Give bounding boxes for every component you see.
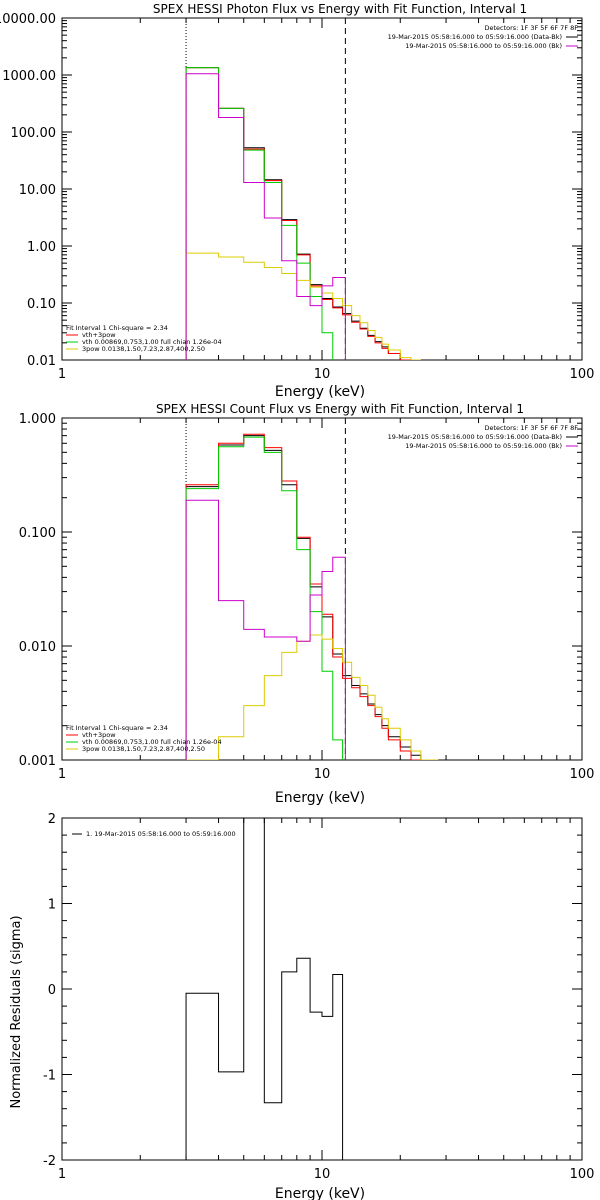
y-tick-label: 0.010 bbox=[19, 640, 56, 655]
series-group bbox=[185, 67, 421, 360]
legend-header: Detectors: 1F 3F 5F 6F 7F 8F bbox=[484, 424, 578, 432]
series-group bbox=[185, 433, 439, 760]
series-line bbox=[185, 67, 421, 360]
legend-header: Detectors: 1F 3F 5F 6F 7F 8F bbox=[484, 24, 578, 32]
series-line bbox=[185, 436, 344, 760]
legend-item: vth 0.00869,0.753,1.00 full chian 1.26e-… bbox=[82, 338, 222, 346]
legend-top: Detectors: 1F 3F 5F 6F 7F 8F19-Mar-2015 … bbox=[388, 24, 579, 50]
series-line bbox=[185, 67, 421, 360]
photon-flux-panel: SPEX HESSI Photon Flux vs Energy with Fi… bbox=[0, 2, 594, 400]
y-tick-label: 1000.00 bbox=[2, 69, 56, 84]
legend-item: 19-Mar-2015 05:58:16.000 to 05:59:16.000… bbox=[388, 433, 562, 441]
count-flux-title: SPEX HESSI Count Flux vs Energy with Fit… bbox=[156, 402, 524, 416]
y-tick-label: 10000.00 bbox=[0, 12, 56, 27]
legend-bottom: Fit Interval 1 Chi-square = 2.34vth+3pow… bbox=[66, 724, 222, 753]
y-tick-label: 10.00 bbox=[19, 183, 56, 198]
legend-item: 19-Mar-2015 05:58:16.000 to 05:59:16.000… bbox=[405, 442, 562, 450]
x-tick-label: 10 bbox=[314, 1167, 331, 1182]
legend-item: 19-Mar-2015 05:58:16.000 to 05:59:16.000… bbox=[388, 33, 562, 41]
legend-item: 3pow 0.0138,1.50,7.23,2.87,400,2.50 bbox=[82, 745, 205, 753]
x-tick-label: 100 bbox=[570, 767, 595, 782]
legend-item: 3pow 0.0138,1.50,7.23,2.87,400,2.50 bbox=[82, 345, 205, 353]
count-flux-xlabel: Energy (keV) bbox=[275, 790, 365, 806]
y-tick-label: 1.000 bbox=[19, 412, 56, 427]
series-line bbox=[185, 433, 439, 760]
y-tick-label: 1 bbox=[48, 898, 56, 913]
x-tick-label: 1 bbox=[58, 1167, 66, 1182]
residuals-xlabel: Energy (keV) bbox=[275, 1186, 365, 1200]
photon-flux-xlabel: Energy (keV) bbox=[275, 384, 365, 400]
plot-frame bbox=[61, 817, 583, 1161]
x-tick-label: 100 bbox=[570, 1167, 595, 1182]
y-tick-label: 0 bbox=[48, 983, 56, 998]
legend-item: 1. 19-Mar-2015 05:58:16.000 to 05:59:16.… bbox=[86, 830, 236, 838]
y-tick-label: 2 bbox=[48, 812, 56, 827]
series-line bbox=[185, 499, 346, 760]
legend-item: vth+3pow bbox=[82, 331, 116, 339]
residuals-panel: Energy (keV) Normalized Residuals (sigma… bbox=[9, 812, 594, 1200]
series-line bbox=[186, 634, 439, 760]
legend-item: vth 0.00869,0.753,1.00 full chian 1.26e-… bbox=[82, 738, 222, 746]
y-tick-label: 0.10 bbox=[27, 297, 56, 312]
y-tick-label: 1.00 bbox=[27, 240, 56, 255]
x-tick-label: 10 bbox=[314, 367, 331, 382]
legend-top: Detectors: 1F 3F 5F 6F 7F 8F19-Mar-2015 … bbox=[388, 424, 579, 450]
y-tick-label: -1 bbox=[43, 1069, 56, 1084]
y-tick-label: 100.00 bbox=[11, 126, 57, 141]
x-tick-label: 10 bbox=[314, 767, 331, 782]
legend-bottom: Fit Interval 1 Chi-square = 2.34vth+3pow… bbox=[66, 324, 222, 353]
series-group bbox=[185, 818, 344, 1160]
legend-item: 19-Mar-2015 05:58:16.000 to 05:59:16.000… bbox=[405, 42, 562, 50]
y-tick-label: 0.100 bbox=[19, 526, 56, 541]
series-line bbox=[185, 67, 334, 360]
series-line bbox=[185, 252, 421, 360]
residuals-ylabel: Normalized Residuals (sigma) bbox=[9, 915, 24, 1108]
legend-item: vth+3pow bbox=[82, 731, 116, 739]
series-line bbox=[185, 435, 439, 760]
legend-top-left: 1. 19-Mar-2015 05:58:16.000 to 05:59:16.… bbox=[72, 830, 236, 838]
y-tick-label: 0.001 bbox=[19, 754, 56, 769]
x-tick-label: 100 bbox=[570, 367, 595, 382]
series-line bbox=[185, 73, 346, 360]
photon-flux-title: SPEX HESSI Photon Flux vs Energy with Fi… bbox=[153, 2, 527, 16]
x-tick-label: 1 bbox=[58, 367, 66, 382]
y-tick-label: -2 bbox=[43, 1154, 56, 1169]
y-tick-label: 0.01 bbox=[27, 354, 56, 369]
legend-header: Fit Interval 1 Chi-square = 2.34 bbox=[66, 724, 168, 732]
x-tick-label: 1 bbox=[58, 767, 66, 782]
legend-header: Fit Interval 1 Chi-square = 2.34 bbox=[66, 324, 168, 332]
count-flux-panel: SPEX HESSI Count Flux vs Energy with Fit… bbox=[19, 402, 595, 806]
series-line bbox=[185, 818, 344, 1160]
